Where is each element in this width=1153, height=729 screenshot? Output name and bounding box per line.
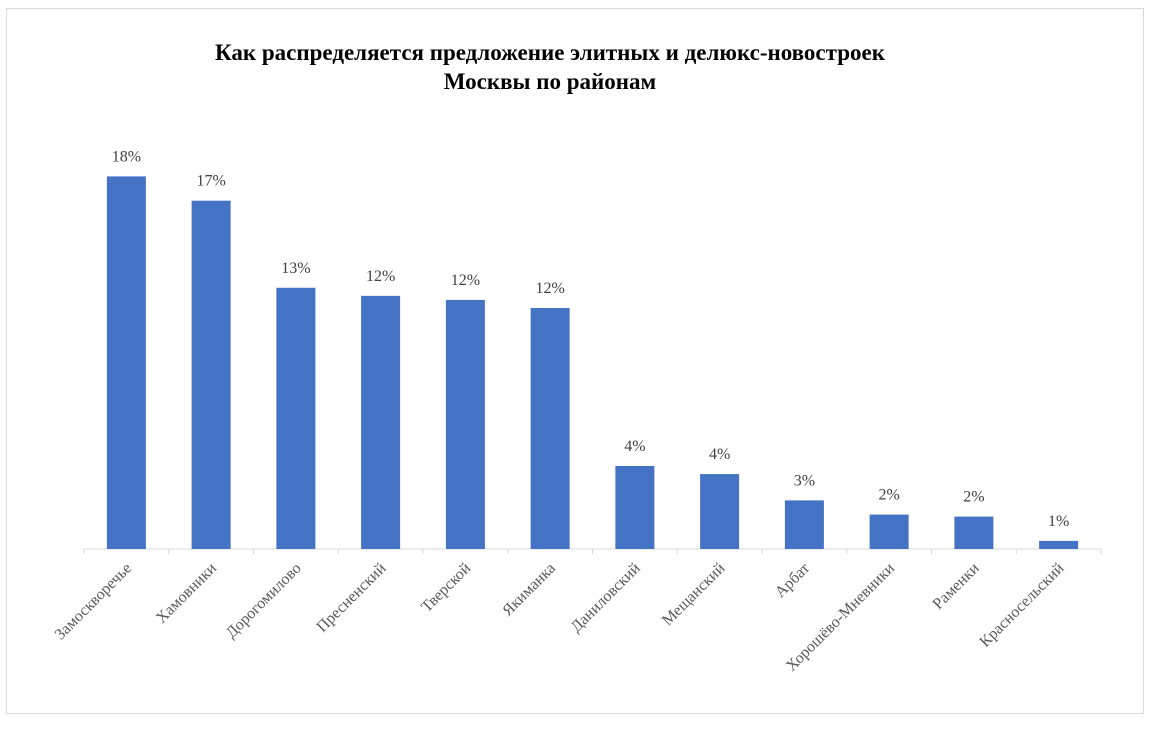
data-label-12: 1% bbox=[1048, 513, 1069, 530]
category-label-11: Раменки bbox=[930, 559, 983, 612]
data-label-11: 2% bbox=[963, 489, 984, 506]
category-label-1: Замоскворечье bbox=[52, 560, 136, 644]
category-label-7: Даниловский bbox=[568, 560, 644, 636]
bar-4 bbox=[361, 295, 401, 549]
bar-9 bbox=[784, 500, 824, 549]
data-label-6: 12% bbox=[535, 280, 564, 297]
data-label-8: 4% bbox=[709, 446, 730, 463]
bar-6 bbox=[530, 308, 570, 549]
category-label-4: Пресненский bbox=[314, 560, 390, 636]
category-label-5: Тверской bbox=[418, 560, 474, 616]
bar-2 bbox=[191, 200, 231, 549]
bar-10 bbox=[869, 514, 909, 549]
data-label-4: 12% bbox=[366, 268, 395, 285]
data-label-5: 12% bbox=[451, 272, 480, 289]
bar-3 bbox=[276, 287, 316, 549]
category-label-12: Красносельский bbox=[977, 559, 1068, 650]
bar-8 bbox=[700, 474, 740, 549]
chart-title-line-1: Как распределяется предложение элитных и… bbox=[215, 40, 885, 65]
data-label-7: 4% bbox=[624, 438, 645, 455]
bar-1 bbox=[106, 176, 146, 549]
chart-title-line-2: Москвы по районам bbox=[443, 69, 657, 94]
bar-12 bbox=[1039, 540, 1079, 549]
bar-7 bbox=[615, 465, 655, 549]
data-label-3: 13% bbox=[281, 260, 310, 277]
data-label-10: 2% bbox=[878, 487, 899, 504]
category-label-2: Хамовники bbox=[153, 559, 220, 626]
category-label-3: Дорогомилово bbox=[223, 560, 305, 642]
category-label-8: Мещанский bbox=[659, 560, 729, 630]
category-label-9: Арбат bbox=[772, 560, 813, 601]
bar-5 bbox=[445, 299, 485, 549]
chart-title: Как распределяется предложение элитных и… bbox=[0, 38, 1100, 96]
data-label-2: 17% bbox=[196, 173, 225, 190]
data-label-9: 3% bbox=[794, 472, 815, 489]
category-label-6: Якиманка bbox=[499, 560, 559, 620]
data-label-1: 18% bbox=[112, 148, 141, 165]
bar-11 bbox=[954, 516, 994, 549]
